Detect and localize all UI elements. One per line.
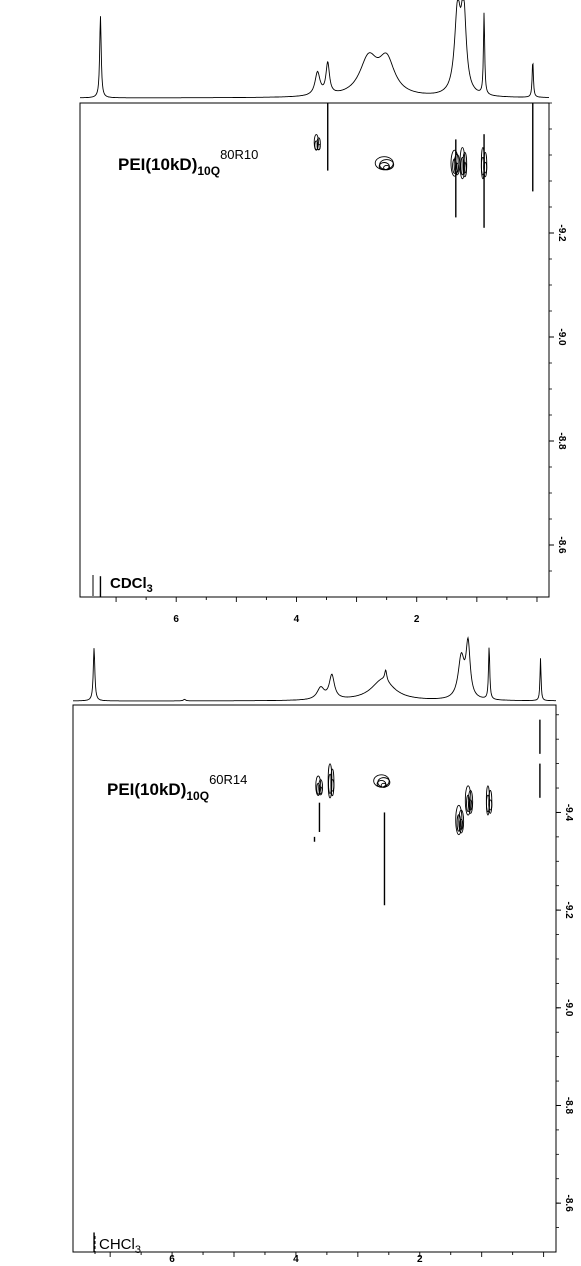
contour-level (377, 777, 391, 788)
sample-label: PEI(10kD)10Q60R14 (107, 772, 247, 803)
contour-level (460, 156, 465, 176)
sample-subscript: 10Q (197, 164, 220, 178)
y-tick-label: -9.0 (556, 328, 567, 346)
contour-level (485, 794, 490, 813)
solvent-subscript: 3 (135, 1244, 141, 1256)
contour-level (468, 799, 473, 811)
y-tick-label: -9.2 (556, 224, 567, 242)
x-axis: 6 4 2 (109, 1252, 545, 1265)
contour-level (316, 143, 321, 150)
streak-marks (99, 103, 534, 597)
y-tick-label: -8.8 (563, 1097, 574, 1115)
y-tick-label: -8.8 (556, 432, 567, 450)
solvent-base: CHCl (99, 1236, 135, 1253)
contour-level (462, 161, 467, 174)
contour-level (328, 773, 332, 794)
cross-peaks (315, 763, 493, 836)
solvent-label: CHCl3 (99, 1236, 141, 1256)
dosy-panel-a: -9.2 -9.0 -8.8 -8.6 6 4 2 PEI(10kD)10Q80R10 CDCl… (79, 0, 567, 625)
contour-level (459, 819, 464, 830)
plot-frame (72, 704, 557, 1253)
plot-frame (79, 102, 550, 598)
solvent-base: CDCl (110, 575, 147, 592)
dosy-panel-b: -9.4 -9.2 -9.0 -8.8 -8.6 6 4 2 PEI(10kD)10Q60R14… (72, 636, 574, 1265)
contour-level (458, 809, 465, 834)
contour-level (318, 786, 323, 795)
sample-label: PEI(10kD)10Q80R10 (118, 147, 258, 178)
contour-level (462, 152, 468, 178)
y-tick-label: -8.6 (563, 1195, 574, 1213)
x-axis: 6 4 2 (115, 597, 538, 625)
y-axis: -9.4 -9.2 -9.0 -8.8 -8.6 (556, 714, 574, 1228)
contour-level (466, 794, 471, 813)
contour-level (467, 790, 474, 814)
projection-spectrum (80, 0, 549, 99)
contour-level (380, 782, 387, 788)
x-tick-label: 2 (417, 1254, 423, 1265)
sample-subscript: 10Q (186, 789, 209, 803)
solvent-subscript: 3 (147, 583, 153, 595)
solvent-label: CDCl3 (110, 575, 153, 595)
sample-superscript: 60R14 (209, 772, 247, 787)
x-tick-label: 4 (293, 1254, 299, 1265)
contour-level (330, 779, 335, 792)
contour-level (456, 814, 462, 832)
contour-level (383, 164, 391, 171)
contour-level (488, 799, 493, 811)
contour-level (316, 782, 321, 795)
cross-peaks (313, 134, 488, 180)
x-tick-label: 6 (173, 614, 179, 625)
contour-level (459, 147, 466, 180)
x-tick-label: 4 (294, 614, 300, 625)
y-axis: -9.2 -9.0 -8.8 -8.6 (549, 102, 567, 572)
y-tick-label: -9.4 (563, 804, 574, 822)
y-tick-label: -9.2 (563, 902, 574, 920)
sample-base: PEI(10kD) (107, 780, 186, 799)
contour-level (452, 158, 458, 174)
x-tick-label: 2 (414, 614, 420, 625)
contour-level (379, 159, 395, 171)
sample-superscript: 80R10 (220, 147, 258, 162)
y-tick-label: -8.6 (556, 536, 567, 554)
contour-level (315, 775, 322, 796)
projection-spectrum (73, 636, 556, 702)
y-tick-label: -9.0 (563, 999, 574, 1017)
x-tick-label: 6 (169, 1254, 175, 1265)
contour-level (318, 779, 324, 796)
streak-marks (93, 719, 541, 1252)
contour-level (374, 156, 394, 171)
contour-level (450, 149, 459, 177)
sample-base: PEI(10kD) (118, 155, 197, 174)
